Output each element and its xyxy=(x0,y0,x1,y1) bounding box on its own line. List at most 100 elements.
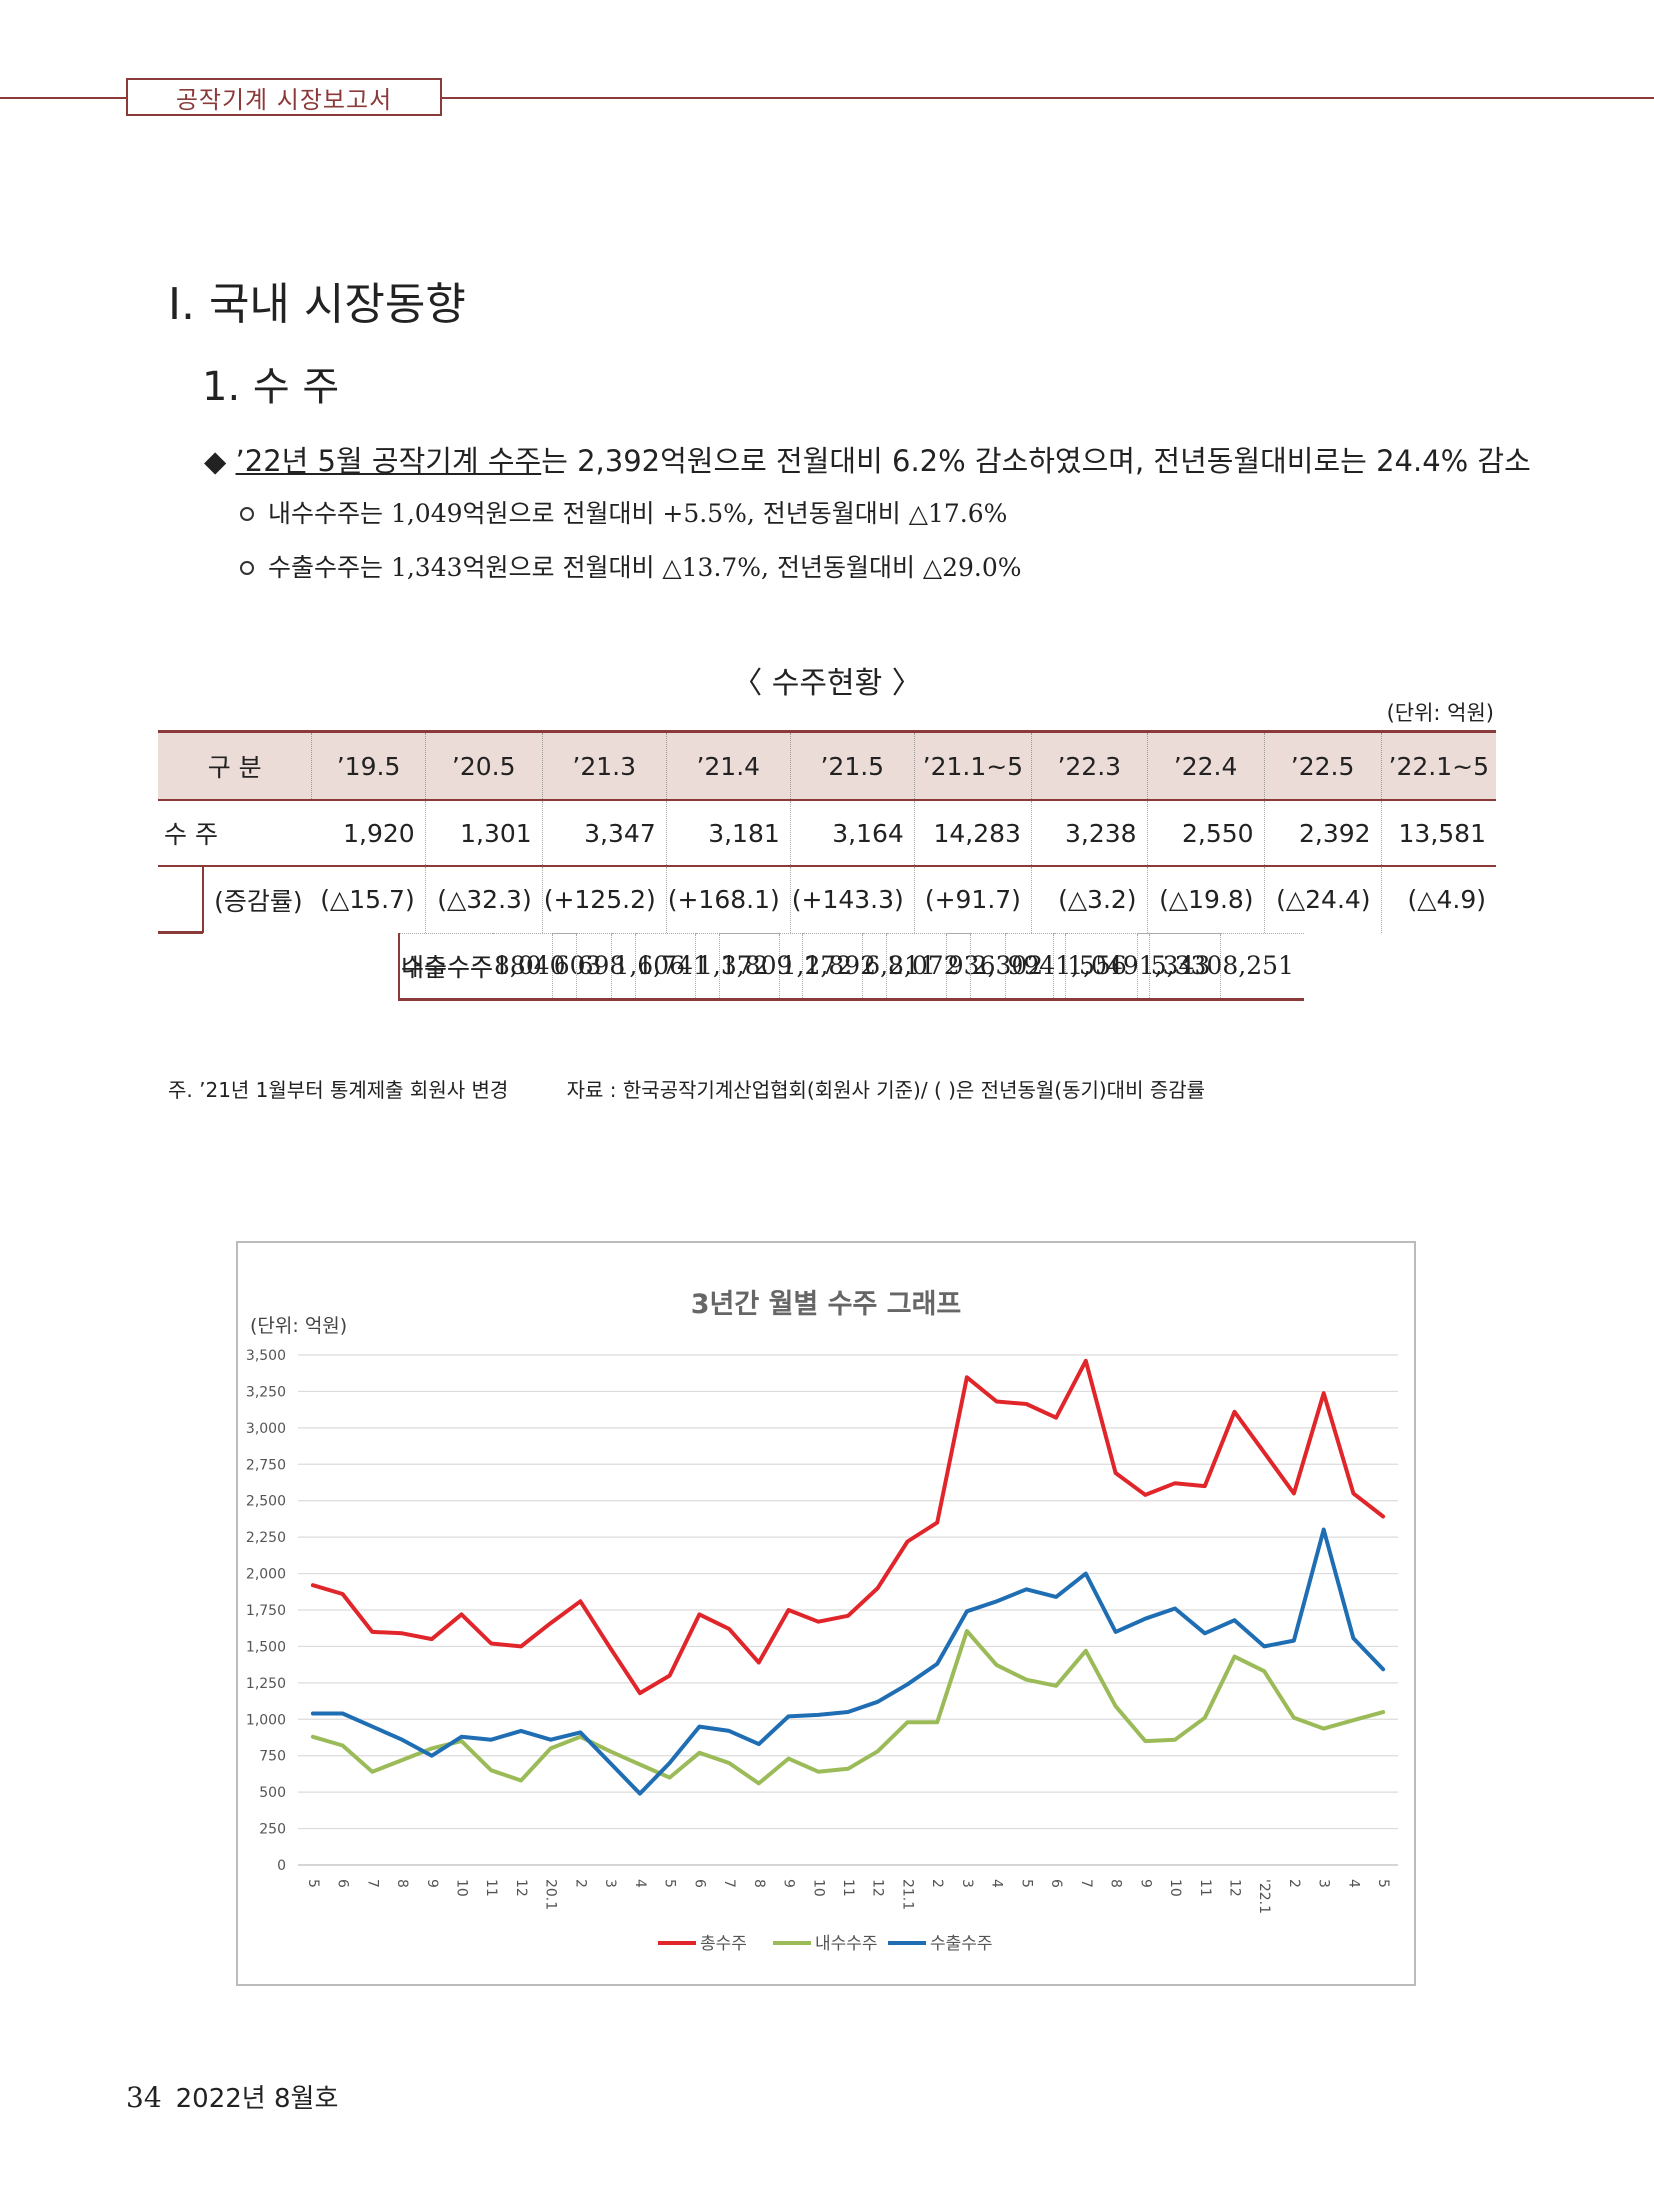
x-tick-label: 5 xyxy=(1375,1879,1391,1888)
table-cell: (△3.2) xyxy=(1030,866,1148,933)
table-cell: 1,301 xyxy=(424,800,543,867)
table-cell: (+91.7) xyxy=(913,866,1032,933)
x-tick-label: 2 xyxy=(572,1879,588,1888)
running-title: 공작기계 시장보고서 xyxy=(126,78,442,116)
y-tick-label: 1,000 xyxy=(246,1712,286,1728)
y-tick-label: 1,500 xyxy=(246,1639,286,1655)
table-cell: 2,302 xyxy=(969,932,1054,1001)
note-left: 주. ’21년 1월부터 통계제출 회원사 변경 xyxy=(168,1078,509,1102)
x-tick-label: 8 xyxy=(394,1879,410,1888)
table-cell: (△24.4) xyxy=(1263,866,1382,933)
table-header-cell: ’22.1~5 xyxy=(1380,730,1496,801)
table-cell: 13,581 xyxy=(1380,800,1496,867)
table-cell: 14,283 xyxy=(913,800,1032,867)
x-tick-label: 7 xyxy=(364,1879,380,1888)
series-line-수출수주 xyxy=(310,1527,1386,1796)
x-tick-label: 3 xyxy=(1316,1879,1332,1888)
table-cell: 3,347 xyxy=(541,800,667,867)
table-row: 수출수주 1,040 698 1,741 1,809 1,892 8,072 2… xyxy=(397,932,1304,1001)
table-cell: 1,556 xyxy=(1053,932,1138,1001)
table-cell: 1,343 xyxy=(1136,932,1221,1001)
x-tick-label: 3 xyxy=(602,1879,618,1888)
chart-grid xyxy=(298,1354,1398,1866)
summary-point-text: 수출수주는 1,343억원으로 전월대비 △13.7%, 전년동월대비 △29.… xyxy=(268,553,1022,582)
summary-lead-rest: 는 2,392억원으로 전월대비 6.2% 감소하였으며, 전년동월대비로는 2… xyxy=(541,444,1531,478)
y-tick-label: 2,750 xyxy=(246,1457,286,1473)
table-header-cell: ’20.5 xyxy=(424,730,543,801)
x-axis-ticks: 5 6 7 8 9 10 11 12 20.1 2 3 4 5 6 7 8 9 10 11 12 21.1 2 3 4 5 6 7 8… xyxy=(305,1879,1391,1914)
table-unit: (단위: 억원) xyxy=(1386,701,1494,725)
header-rule xyxy=(0,97,1654,99)
x-tick-label: 21.1 xyxy=(899,1879,915,1910)
x-tick-label: 11 xyxy=(1197,1879,1213,1897)
y-tick-label: 1,250 xyxy=(246,1676,286,1692)
section-title: Ⅰ. 국내 시장동향 xyxy=(168,279,466,330)
x-tick-label: 8 xyxy=(751,1879,767,1888)
chart-title: 3년간 월별 수주 그래프 xyxy=(691,1289,962,1320)
series-line-내수수주 xyxy=(310,1629,1386,1786)
y-tick-label: 2,500 xyxy=(246,1494,286,1510)
table-row: (증감률) (△15.7) (△32.3) (+125.2) (+168.1) … xyxy=(158,866,1496,934)
table-header-cell: 구 분 xyxy=(158,730,312,801)
row-label: (증감률) xyxy=(201,866,312,933)
table-cell: 1,920 xyxy=(311,800,426,867)
table-row: 수 주 1,920 1,301 3,347 3,181 3,164 14,283… xyxy=(158,800,1496,867)
table-cell: (+168.1) xyxy=(665,866,791,933)
table-header-row: 구 분 ’19.5 ’20.5 ’21.3 ’21.4 ’21.5 ’21.1~… xyxy=(158,730,1496,801)
x-tick-label: 5 xyxy=(1018,1879,1034,1888)
table-cell: (△15.7) xyxy=(320,885,415,915)
row-indent xyxy=(158,866,203,934)
x-tick-label: 12 xyxy=(1226,1879,1242,1897)
row-label: 수 주 xyxy=(158,800,312,867)
x-tick-label: 10 xyxy=(1167,1879,1183,1897)
x-tick-label: 20.1 xyxy=(543,1879,559,1910)
y-tick-label: 2,250 xyxy=(246,1530,286,1546)
x-tick-label: 5 xyxy=(305,1879,321,1888)
y-tick-label: 0 xyxy=(277,1858,286,1874)
x-tick-label: 2 xyxy=(929,1879,945,1888)
circle-bullet-icon xyxy=(240,506,254,521)
y-axis-ticks: 0 250 500 750 1,000 1,250 1,500 1,750 2,000 2,250… xyxy=(246,1348,286,1874)
x-tick-label: 10 xyxy=(810,1879,826,1897)
orders-table: 구 분 ’19.5 ’20.5 ’21.3 ’21.4 ’21.5 ’21.1~… xyxy=(158,730,1496,1001)
x-tick-label: 4 xyxy=(1345,1879,1361,1888)
x-tick-label: 9 xyxy=(781,1879,797,1888)
table-cell: 3,238 xyxy=(1030,800,1148,867)
table-cell: (△4.9) xyxy=(1380,866,1496,933)
table-cell: 2,550 xyxy=(1146,800,1265,867)
x-tick-label: 11 xyxy=(483,1879,499,1897)
page-number: 34 xyxy=(126,2081,162,2114)
y-tick-label: 500 xyxy=(259,1785,286,1801)
x-tick-label: 3 xyxy=(959,1879,975,1888)
table-cell: 1,741 xyxy=(635,932,720,1001)
table-cell: (+125.2) xyxy=(541,866,667,933)
table-header-cell: ’22.3 xyxy=(1030,730,1148,801)
table-cell: 1,040 xyxy=(493,932,577,1001)
y-tick-label: 750 xyxy=(259,1749,286,1765)
y-tick-label: 1,750 xyxy=(246,1603,286,1619)
table-cell: 8,072 xyxy=(886,932,971,1001)
line-chart: 3년간 월별 수주 그래프 (단위: 억원) 0 250 500 750 1,000 1,… xyxy=(246,1289,1398,1954)
x-tick-label: 12 xyxy=(870,1879,886,1897)
summary-point-text: 내수수주는 1,049억원으로 전월대비 +5.5%, 전년동월대비 △17.6… xyxy=(268,499,1008,528)
x-tick-label: 7 xyxy=(721,1879,737,1888)
x-tick-label: 9 xyxy=(1137,1879,1153,1888)
x-tick-label: 11 xyxy=(840,1879,856,1897)
y-tick-label: 250 xyxy=(259,1822,286,1838)
x-tick-label: 10 xyxy=(454,1879,470,1897)
table-cell: 3,181 xyxy=(665,800,791,867)
circle-bullet-icon xyxy=(240,560,254,575)
table-title: 〈 수주현황 〉 xyxy=(732,666,922,701)
table-cell: 2,392 xyxy=(1263,800,1382,867)
section-subtitle: 1. 수 주 xyxy=(202,364,340,410)
x-tick-label: '22.1 xyxy=(1256,1879,1272,1914)
x-tick-label: 9 xyxy=(424,1879,440,1888)
table-notes: 주. ’21년 1월부터 통계제출 회원사 변경 자료 : 한국공작기계산업협회… xyxy=(168,1074,1205,1103)
legend-label: 총수주 xyxy=(700,1934,747,1954)
table-cell: (△19.8) xyxy=(1146,866,1265,933)
table-cell: (+143.3) xyxy=(789,866,915,933)
y-tick-label: 3,250 xyxy=(246,1384,286,1400)
table-header-cell: ’22.5 xyxy=(1263,730,1382,801)
table-header-cell: ’21.4 xyxy=(665,730,791,801)
summary-bullet: ◆ ’22년 5월 공작기계 수주는 2,392억원으로 전월대비 6.2% 감… xyxy=(204,438,1531,480)
